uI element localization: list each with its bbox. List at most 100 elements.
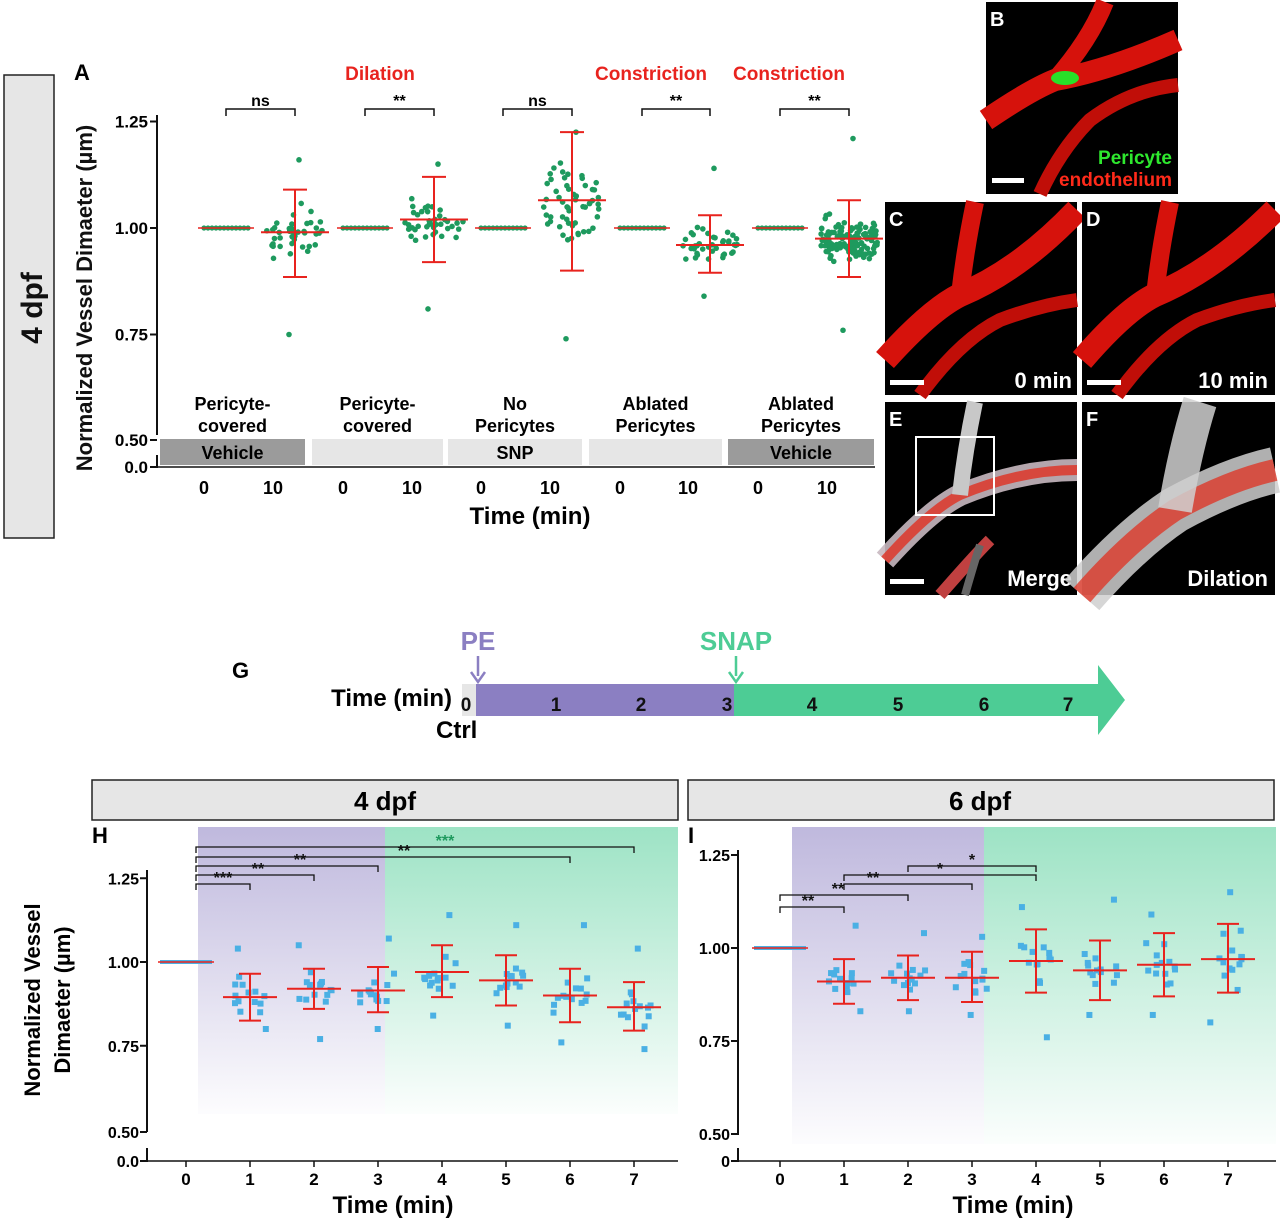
h-point bbox=[568, 996, 575, 1003]
h-sig-label: *** bbox=[214, 870, 233, 887]
h-point bbox=[235, 998, 242, 1005]
panel-a-xtick-label: 0 bbox=[615, 478, 625, 498]
h-sig-bracket bbox=[195, 865, 379, 872]
i-point bbox=[1158, 959, 1165, 966]
h-point bbox=[434, 977, 441, 984]
i-point bbox=[1148, 911, 1155, 918]
panel-a-sig-bracket bbox=[225, 108, 296, 116]
h-sig-bracket bbox=[195, 874, 315, 881]
i-point bbox=[888, 970, 895, 977]
h-point bbox=[252, 988, 259, 995]
panel-c-scalebar bbox=[890, 380, 924, 385]
panel-a-dot-t10 bbox=[547, 218, 554, 225]
panel-e-letter: E bbox=[889, 409, 902, 431]
panel-a-treatment-bar bbox=[160, 439, 305, 465]
panel-a-dot-t10 bbox=[724, 229, 731, 236]
panel-i-header-box bbox=[687, 779, 1275, 821]
i-point bbox=[1172, 966, 1179, 973]
i-point bbox=[965, 959, 972, 966]
i-point bbox=[1220, 930, 1227, 937]
panel-c-letter: C bbox=[889, 209, 903, 231]
panel-a-group-label-1: Pericyte- bbox=[194, 394, 270, 414]
h-xtick-label: 2 bbox=[309, 1170, 318, 1189]
panel-a-dot-t10 bbox=[547, 171, 554, 177]
panel-e-image: E Merge bbox=[876, 400, 1078, 599]
panel-a-dot-t10 bbox=[826, 239, 833, 246]
i-point bbox=[1145, 967, 1152, 974]
h-point bbox=[583, 991, 590, 998]
panel-g-pe: PE bbox=[461, 626, 496, 656]
panel-a-dot-t10 bbox=[565, 220, 572, 226]
panel-a-dot-t10 bbox=[689, 244, 695, 251]
panel-a-dot-t10 bbox=[561, 174, 568, 181]
h-point bbox=[516, 983, 523, 990]
panel-h: 4 dpf H Normalized Vessel Dimaeter (µm) … bbox=[20, 779, 679, 1219]
panel-a-dot-t10 bbox=[412, 226, 418, 233]
i-point bbox=[1086, 1011, 1093, 1018]
panel-i-pe-shade bbox=[792, 827, 984, 1144]
i-point bbox=[1021, 944, 1028, 951]
h-point bbox=[519, 969, 526, 976]
panel-a-dot-t10 bbox=[858, 246, 865, 253]
h-point bbox=[563, 993, 570, 1000]
panel-a-dot-t10 bbox=[823, 248, 830, 255]
panel-a-dot-t10 bbox=[870, 245, 877, 252]
panel-a-dot-t10 bbox=[540, 204, 547, 210]
h-point bbox=[520, 972, 527, 979]
i-ytick-label: 0.50 bbox=[699, 1127, 730, 1144]
panel-f-caption: Dilation bbox=[1187, 566, 1268, 591]
h-point bbox=[513, 922, 520, 929]
panel-g-tick-label: 7 bbox=[1063, 695, 1074, 716]
h-point bbox=[624, 1014, 631, 1021]
panel-a-dot-t10 bbox=[682, 236, 689, 243]
i-point bbox=[983, 985, 990, 992]
panel-a-xtick-label: 0 bbox=[753, 478, 763, 498]
i-xtick-label: 7 bbox=[1223, 1170, 1232, 1189]
panel-a-dot-t10 bbox=[317, 219, 324, 225]
i-point bbox=[1036, 979, 1043, 986]
h-point bbox=[504, 1022, 511, 1029]
h-point bbox=[641, 1023, 648, 1030]
panel-a-group-label-2: Pericytes bbox=[475, 416, 555, 436]
i-xtick-label: 1 bbox=[839, 1170, 848, 1189]
i-point bbox=[967, 1011, 974, 1018]
panel-a-dot-t10 bbox=[594, 214, 601, 220]
h-point bbox=[232, 1000, 238, 1007]
panel-a-dot-t10 bbox=[437, 221, 444, 228]
h-point bbox=[554, 994, 561, 1001]
panel-a-treatment-bar bbox=[589, 439, 722, 465]
panel-a-sig-bracket bbox=[641, 108, 711, 116]
h-point bbox=[307, 969, 314, 976]
side-label-text: 4 dpf bbox=[16, 271, 49, 344]
panel-a-dot-t10 bbox=[543, 212, 550, 218]
panel-a-dot-t10 bbox=[287, 251, 294, 257]
panel-a-dot-t10 bbox=[289, 233, 295, 240]
i-sig-bracket bbox=[907, 865, 1037, 872]
i-point bbox=[957, 973, 964, 980]
panel-a-dot-t10 bbox=[694, 252, 701, 258]
i-point bbox=[1166, 958, 1173, 965]
h-point bbox=[564, 979, 571, 986]
panel-f-letter: F bbox=[1086, 409, 1098, 431]
panel-a-group-label-1: Ablated bbox=[768, 394, 834, 414]
i-point bbox=[850, 980, 857, 987]
i-point bbox=[905, 1008, 912, 1015]
panel-a-dot-t10 bbox=[438, 233, 445, 240]
h-point bbox=[426, 972, 433, 979]
i-ytick-label: 0.75 bbox=[699, 1034, 730, 1051]
panel-a-dot-t10 bbox=[871, 222, 878, 229]
i-point bbox=[1040, 944, 1047, 951]
panel-a-dot-t10 bbox=[591, 187, 598, 193]
i-point bbox=[1207, 1019, 1214, 1026]
panel-a-dot-t10 bbox=[858, 240, 865, 246]
i-point bbox=[1043, 1034, 1050, 1041]
panel-i: 6 dpf I Time (min) 1.25 1.00 0.75 0.50 0 0 1 2… bbox=[687, 779, 1276, 1219]
panel-a-dot-t10 bbox=[862, 224, 869, 231]
panel-b-label-green: Pericyte bbox=[1098, 148, 1172, 169]
i-point bbox=[1220, 959, 1227, 966]
i-point bbox=[1113, 963, 1120, 970]
panel-a-sig-label: ** bbox=[670, 93, 683, 110]
panel-b-label-red: endothelium bbox=[1059, 170, 1172, 191]
panel-a-dot-t10 bbox=[304, 248, 311, 255]
panel-a-dot-t10 bbox=[683, 256, 689, 262]
